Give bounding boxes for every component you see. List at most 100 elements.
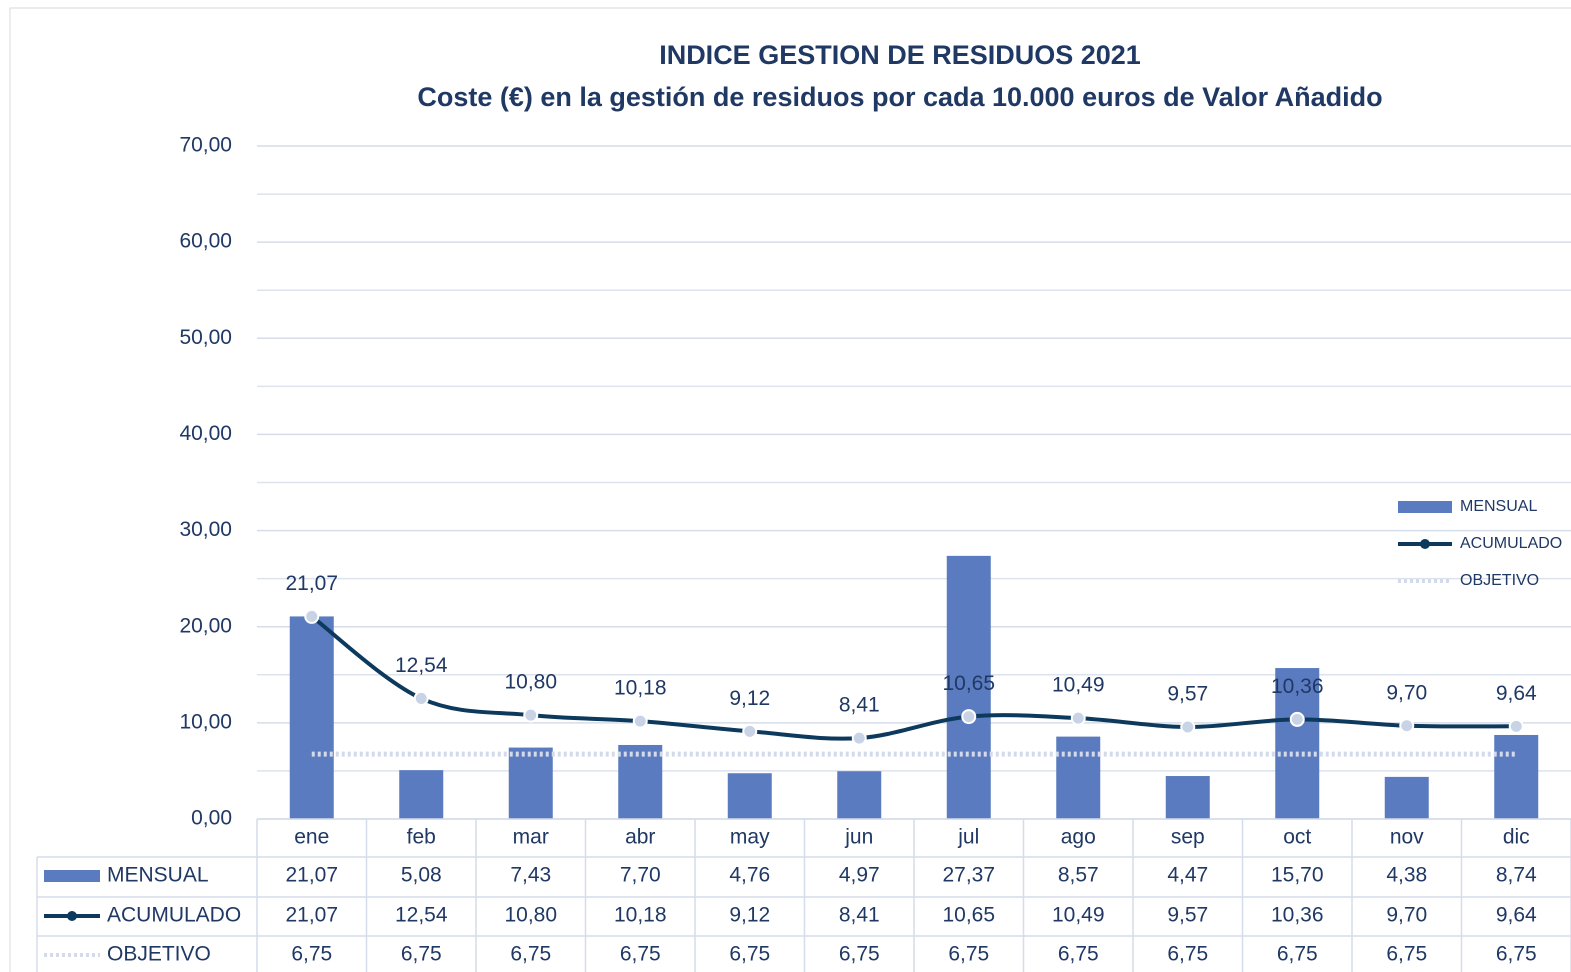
legend-label: MENSUAL xyxy=(1460,498,1537,515)
table-cell: 12,54 xyxy=(395,904,448,927)
line-marker xyxy=(1289,711,1305,727)
y-tick-label: 10,00 xyxy=(179,710,232,733)
data-label: 10,65 xyxy=(942,672,995,695)
data-label: 9,70 xyxy=(1386,681,1427,704)
table-cell: 9,12 xyxy=(729,904,770,927)
table-cell: 6,75 xyxy=(1058,943,1099,966)
bar xyxy=(618,744,663,819)
legend-swatch xyxy=(1398,501,1452,513)
y-tick-label: 40,00 xyxy=(179,422,232,445)
table-row-header: ACUMULADO xyxy=(107,904,241,927)
table-cell: 6,75 xyxy=(291,943,332,966)
bar xyxy=(289,616,334,819)
table-cell: 6,75 xyxy=(1277,943,1318,966)
y-tick-label: 20,00 xyxy=(179,614,232,637)
table-cell: 9,64 xyxy=(1496,904,1537,927)
table-cell: 4,38 xyxy=(1386,864,1427,887)
table-cell: 6,75 xyxy=(620,943,661,966)
table-cell: 10,80 xyxy=(504,904,557,927)
line-marker xyxy=(851,730,867,746)
table-cell: 4,76 xyxy=(729,864,770,887)
line-marker xyxy=(1180,719,1196,735)
bar xyxy=(399,770,444,819)
bar xyxy=(1494,734,1539,819)
x-tick-label: jul xyxy=(957,826,979,849)
x-tick-label: abr xyxy=(625,826,655,849)
legend-marker xyxy=(67,911,77,921)
data-label: 10,49 xyxy=(1052,674,1105,697)
legend-swatch xyxy=(44,870,100,882)
bar xyxy=(837,771,882,819)
table-cell: 4,47 xyxy=(1167,864,1208,887)
table-cell: 9,57 xyxy=(1167,904,1208,927)
line-marker xyxy=(1508,718,1524,734)
table-cell: 6,75 xyxy=(1496,943,1537,966)
data-label: 10,36 xyxy=(1271,675,1324,698)
line-marker xyxy=(304,608,320,624)
table-cell: 6,75 xyxy=(510,943,551,966)
x-tick-label: dic xyxy=(1503,826,1530,849)
bar xyxy=(508,747,553,819)
line-marker xyxy=(413,690,429,706)
chart-subtitle: Coste (€) en la gestión de residuos por … xyxy=(417,82,1382,112)
data-label: 21,07 xyxy=(285,572,338,595)
data-label: 10,18 xyxy=(614,677,667,700)
chart-border xyxy=(9,7,1571,972)
y-tick-label: 50,00 xyxy=(179,326,232,349)
table-cell: 8,41 xyxy=(839,904,880,927)
data-label: 9,64 xyxy=(1496,682,1537,705)
table-cell: 10,36 xyxy=(1271,904,1324,927)
line-marker xyxy=(742,723,758,739)
table-cell: 6,75 xyxy=(948,943,989,966)
table-cell: 6,75 xyxy=(1167,943,1208,966)
bar xyxy=(1056,736,1101,819)
table-cell: 4,97 xyxy=(839,864,880,887)
data-label: 10,80 xyxy=(504,671,557,694)
bar xyxy=(946,555,991,819)
table-row-header: MENSUAL xyxy=(107,864,209,887)
table-cell: 15,70 xyxy=(1271,864,1324,887)
legend-label: OBJETIVO xyxy=(1460,572,1539,589)
bar xyxy=(1165,776,1210,819)
x-tick-label: mar xyxy=(513,826,549,849)
y-tick-label: 0,00 xyxy=(191,807,232,830)
legend-label: ACUMULADO xyxy=(1460,535,1562,552)
line-marker xyxy=(961,709,977,725)
data-label: 8,41 xyxy=(839,694,880,717)
x-tick-label: may xyxy=(730,826,770,849)
x-tick-label: ene xyxy=(294,826,329,849)
line-marker xyxy=(632,713,648,729)
y-tick-label: 70,00 xyxy=(179,134,232,157)
bar xyxy=(727,773,772,819)
bar xyxy=(1275,668,1320,819)
y-tick-label: 30,00 xyxy=(179,518,232,541)
x-tick-label: nov xyxy=(1390,826,1424,849)
data-label: 9,12 xyxy=(729,687,770,710)
table-cell: 6,75 xyxy=(401,943,442,966)
data-label: 12,54 xyxy=(395,654,448,677)
table-cell: 5,08 xyxy=(401,864,442,887)
x-tick-label: feb xyxy=(407,826,436,849)
x-tick-label: oct xyxy=(1283,826,1311,849)
table-cell: 10,49 xyxy=(1052,904,1105,927)
table-cell: 10,18 xyxy=(614,904,667,927)
line-marker xyxy=(1070,710,1086,726)
table-cell: 21,07 xyxy=(285,904,338,927)
y-tick-label: 60,00 xyxy=(179,230,232,253)
line-marker xyxy=(523,707,539,723)
table-row-header: OBJETIVO xyxy=(107,943,211,966)
table-cell: 6,75 xyxy=(839,943,880,966)
table-cell: 7,70 xyxy=(620,864,661,887)
table-cell: 8,57 xyxy=(1058,864,1099,887)
chart-title: INDICE GESTION DE RESIDUOS 2021 xyxy=(659,40,1141,70)
table-cell: 21,07 xyxy=(285,864,338,887)
data-label: 9,57 xyxy=(1167,683,1208,706)
table-cell: 6,75 xyxy=(1386,943,1427,966)
table-cell: 6,75 xyxy=(729,943,770,966)
table-cell: 10,65 xyxy=(942,904,995,927)
cumulative-line xyxy=(310,614,1517,741)
x-tick-label: sep xyxy=(1171,826,1205,849)
table-cell: 8,74 xyxy=(1496,864,1537,887)
table-cell: 27,37 xyxy=(942,864,995,887)
